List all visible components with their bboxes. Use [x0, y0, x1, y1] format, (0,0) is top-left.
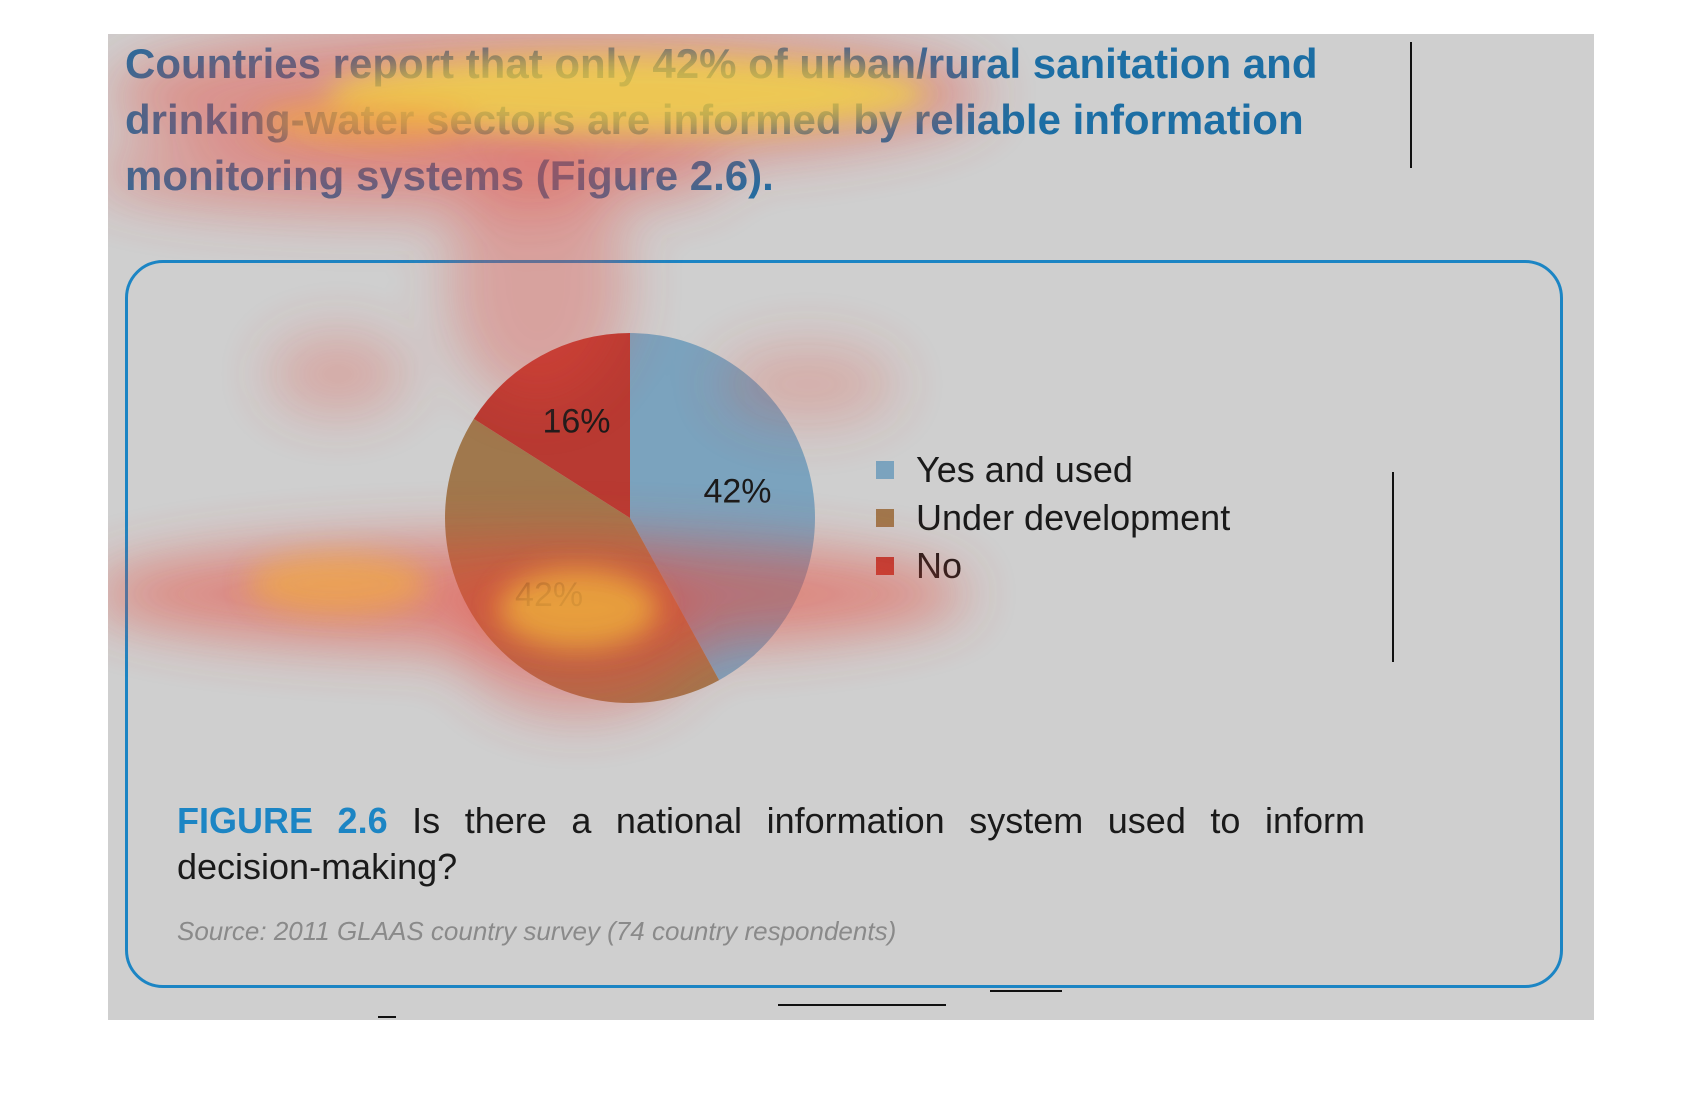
headline: Countries report that only 42% of urban/…: [125, 40, 1318, 199]
chart-legend: Yes and used Under development No: [876, 446, 1230, 590]
edge-mark: [778, 1004, 946, 1006]
edge-mark: [1392, 472, 1394, 662]
pie-data-label: 16%: [542, 403, 610, 441]
pie-chart: 42% 42% 16%: [445, 333, 815, 703]
edge-mark: [1410, 42, 1412, 168]
legend-label: Yes and used: [916, 449, 1133, 490]
legend-item-yes-and-used: Yes and used: [876, 446, 1230, 494]
legend-label: No: [916, 545, 963, 586]
figure-label: FIGURE 2.6: [177, 800, 388, 841]
source-note: Source: 2011 GLAAS country survey (74 co…: [177, 916, 897, 946]
legend-swatch: [876, 461, 894, 479]
edge-mark: [378, 1016, 396, 1018]
legend-swatch: [876, 509, 894, 527]
caption-text: Is there a national information system u…: [177, 800, 1365, 887]
figure-caption: FIGURE 2.6 Is there a national informati…: [177, 798, 1365, 890]
legend-item-no: No: [876, 542, 1230, 590]
legend-item-under-development: Under development: [876, 494, 1230, 542]
pie-data-label: 42%: [515, 576, 583, 614]
pie-data-label: 42%: [703, 472, 771, 510]
edge-mark: [990, 990, 1062, 992]
legend-label: Under development: [916, 497, 1231, 538]
legend-swatch: [876, 557, 894, 575]
